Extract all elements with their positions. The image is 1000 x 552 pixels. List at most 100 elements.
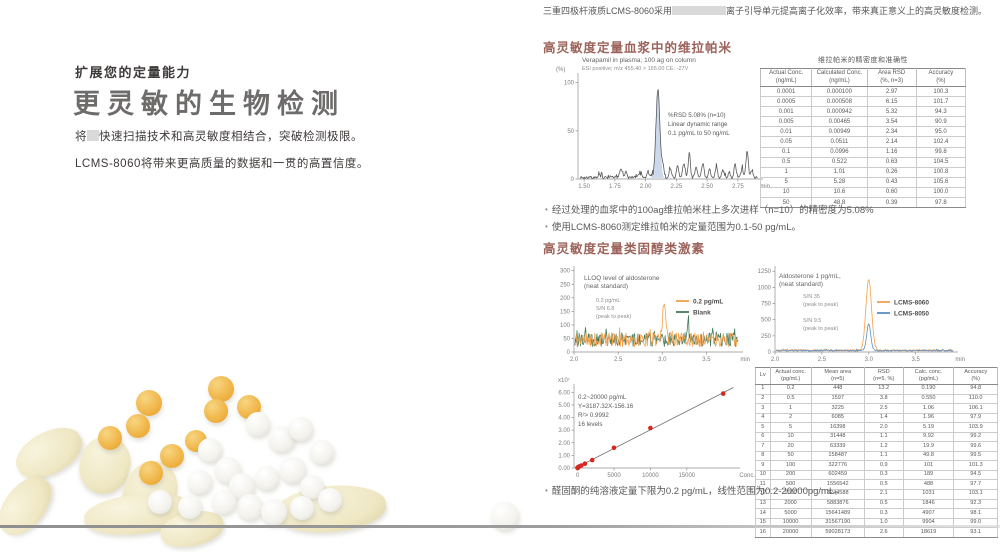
verapamil-table: 维拉帕米的精密度和准确性 Actual Conc. (ng/mL) Calculat… — [759, 55, 967, 209]
svg-text:3.5: 3.5 — [702, 357, 711, 363]
bullet-text: 醛固酮的纯溶液定量下限为0.2 pg/mL，线性范围为0.2-20000pg/m… — [551, 486, 844, 497]
svg-text:0.2 pg/mL: 0.2 pg/mL — [596, 298, 620, 304]
pill — [255, 466, 279, 490]
table-row: 10 200 602459 0.3 189 94.5 — [755, 469, 998, 481]
svg-text:S/N 35: S/N 35 — [803, 294, 820, 300]
table-row: 15 10000 31567190 1.0 9904 99.0 — [755, 517, 998, 529]
svg-text:(peak to peak): (peak to peak) — [803, 326, 838, 332]
aldosterone-table: Lv Actual conc. (pg/mL) Mean area (n=5) RSD (n… — [755, 367, 998, 538]
table-row: 6 10 31448 1.1 9.92 99.2 — [755, 431, 998, 443]
pill — [246, 412, 270, 436]
svg-text:0: 0 — [576, 473, 580, 479]
pill — [310, 440, 334, 464]
svg-text:0: 0 — [567, 350, 571, 356]
calibration-curve-chart: 0.00 1.00 2.00 3.00 4.00 5.00 6.00 0 5000 10000 15… — [558, 377, 755, 479]
table-row: 0.1 0.0996 1.16 99.8 — [759, 146, 967, 158]
bullet-dot: • — [545, 221, 548, 231]
svg-text:2.00: 2.00 — [558, 441, 570, 447]
svg-text:50: 50 — [563, 336, 570, 342]
headline-kicker: 扩展您的定量能力 — [75, 65, 192, 80]
table-row: 5 5.28 0.43 105.6 — [759, 176, 967, 188]
bullet-item: • 醛固酮的纯溶液定量下限为0.2 pg/mL，线性范围为0.2-20000pg/… — [545, 483, 857, 500]
svg-text:3.5: 3.5 — [911, 357, 920, 363]
table-row: 3 1 3225 2.5 1.06 106.1 — [755, 403, 998, 414]
svg-text:5000: 5000 — [607, 473, 621, 479]
intro-paragraph-2: LCMS-8060将带来更高质量的数据和一贯的高置信度。 — [75, 158, 369, 170]
svg-text:2.0: 2.0 — [771, 357, 780, 363]
svg-text:min: min — [740, 357, 750, 363]
svg-text:2.25: 2.25 — [671, 184, 683, 190]
svg-text:3.0: 3.0 — [865, 357, 874, 363]
pill — [8, 418, 90, 488]
svg-text:(neat standard): (neat standard) — [584, 283, 628, 290]
svg-text:2.0: 2.0 — [570, 357, 579, 363]
intro-line-before: 三重四极杆液质LCMS-8060采用 — [543, 6, 673, 16]
table-row: 9 100 322776 0.9 101 101.3 — [755, 460, 998, 471]
svg-text:150: 150 — [560, 309, 571, 315]
pills-photo — [0, 330, 540, 552]
pill — [178, 495, 202, 519]
aldosterone-comparison-chart: 0 250 500 750 1000 1250 2.0 2.5 3.0 3.5 min Aldoste… — [758, 266, 965, 363]
svg-text:2.5: 2.5 — [818, 357, 827, 363]
svg-text:1.75: 1.75 — [609, 184, 621, 190]
section1-title: 高灵敏度定量血浆中的维拉帕米 — [543, 41, 733, 55]
svg-text:LLOQ level of aldosterone: LLOQ level of aldosterone — [584, 275, 660, 282]
svg-text:0.2~20000 pg/mL: 0.2~20000 pg/mL — [578, 394, 627, 401]
svg-text:50: 50 — [567, 129, 574, 135]
svg-text:3.00: 3.00 — [558, 428, 570, 434]
bullet-dot: • — [545, 486, 548, 495]
table-row: 7 20 63339 1.2 19.9 99.6 — [755, 441, 998, 452]
svg-text:0: 0 — [571, 177, 575, 183]
svg-text:1250: 1250 — [758, 269, 772, 275]
section2-title: 高灵敏度定量类固醇类激素 — [543, 242, 706, 256]
svg-text:2.00: 2.00 — [640, 184, 652, 190]
section1-bullets: • 经过处理的血浆中的100ag维拉帕米柱上多次进样（n=10）的精密度为5.08… — [545, 202, 874, 235]
pill — [212, 490, 236, 514]
svg-text:(peak to peak): (peak to peak) — [596, 314, 631, 320]
svg-text:%RSD 5.08% (n=10): %RSD 5.08% (n=10) — [668, 112, 726, 119]
pill — [318, 488, 342, 512]
svg-text:5.00: 5.00 — [558, 403, 570, 409]
svg-text:500: 500 — [761, 318, 772, 324]
svg-text:0.2 pg/mL: 0.2 pg/mL — [693, 299, 723, 306]
bullet-dot: • — [545, 205, 548, 214]
table-row: 0.0005 0.000508 6.15 101.7 — [759, 96, 967, 108]
table-row: 0.005 0.00465 3.54 90.9 — [759, 116, 967, 128]
pill — [126, 414, 150, 438]
svg-text:0.00: 0.00 — [558, 466, 570, 472]
bullet-item: • 经过处理的血浆中的100ag维拉帕米柱上多次进样（n=10）的精密度为5.08… — [545, 202, 874, 219]
table-row: 2 0.5 1597 3.8 0.550 110.0 — [755, 393, 998, 405]
pill — [261, 499, 287, 525]
table-row: 13 2000 5883876 0.5 1846 92.3 — [755, 498, 998, 510]
table-row: 5 5 16398 2.0 5.19 103.9 — [755, 422, 998, 433]
svg-text:16 levels: 16 levels — [578, 421, 602, 428]
svg-text:1000: 1000 — [758, 285, 772, 291]
pill — [139, 461, 163, 485]
table-row: 1 0.2 448 13.2 0.190 94.8 — [755, 383, 998, 395]
table-row: 16 20000 59028173 2.6 18619 93.1 — [755, 527, 998, 538]
pill — [0, 467, 62, 545]
intro-paragraph-1: 将快速扫描技术和高灵敏度相结合，突破检测极限。 — [75, 128, 363, 144]
svg-text:(%): (%) — [556, 67, 565, 73]
svg-text:2.5: 2.5 — [614, 357, 623, 363]
intro-p1-after: 快速扫描技术和高灵敏度相结合，突破检测极限。 — [99, 131, 363, 143]
bullet-item: • 使用LCMS-8060测定维拉帕米的定量范围为0.1-50 pg/mL。 — [545, 219, 874, 236]
svg-text:1.00: 1.00 — [558, 453, 570, 459]
page-title: 更灵敏的生物检测 — [73, 89, 345, 119]
svg-text:15000: 15000 — [678, 473, 695, 479]
calibration-levels-table: Lv Actual conc. (pg/mL) Mean area (n=5) RSD (n… — [755, 367, 998, 538]
verapamil-table-title: 维拉帕米的精密度和准确性 — [818, 57, 908, 64]
svg-text:x10⁷: x10⁷ — [558, 377, 570, 384]
table-row: 0.05 0.0511 2.14 102.4 — [759, 136, 967, 148]
svg-text:S/N 9.5: S/N 9.5 — [803, 318, 821, 324]
pill — [198, 438, 222, 462]
table-row: 14 5000 15641489 0.3 4907 98.1 — [755, 508, 998, 519]
svg-text:Linear dynamic range: Linear dynamic range — [668, 121, 728, 128]
svg-text:LCMS-8050: LCMS-8050 — [894, 311, 929, 318]
svg-text:LCMS-8060: LCMS-8060 — [894, 300, 929, 307]
precision-accuracy-table: Actual Conc. (ng/mL) Calculated Conc. (ng/m… — [759, 68, 967, 209]
svg-text:Verapamil in plasma; 100 ag on: Verapamil in plasma; 100 ag on column — [582, 57, 696, 64]
pill — [204, 399, 228, 423]
table-row: 4 2 6085 1.4 1.96 97.9 — [755, 412, 998, 424]
svg-text:100: 100 — [560, 323, 571, 329]
